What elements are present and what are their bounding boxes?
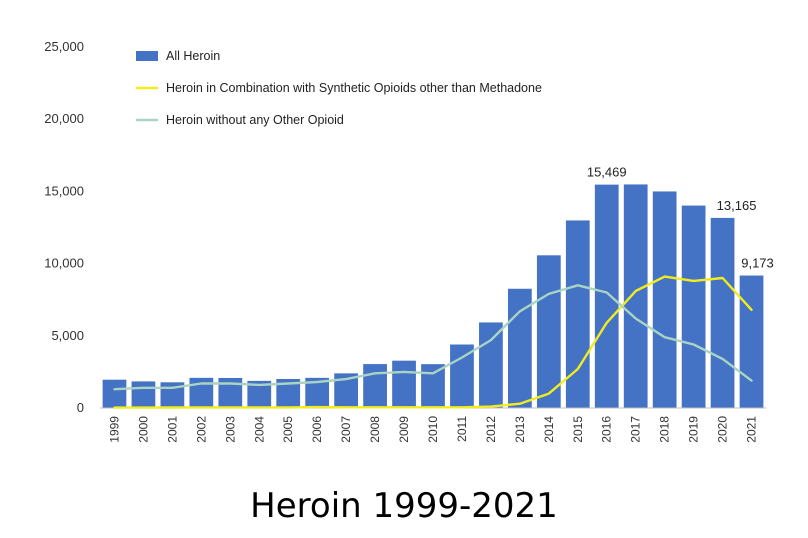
bar xyxy=(681,205,706,408)
x-tick-label: 2010 xyxy=(426,416,440,443)
x-tick-label: 2019 xyxy=(687,416,701,443)
x-tick-label: 2004 xyxy=(252,416,266,443)
chart-title: Heroin 1999-2021 xyxy=(250,486,558,526)
legend: All Heroin Heroin in Combination with Syn… xyxy=(136,49,542,127)
bar xyxy=(392,360,416,408)
bar xyxy=(102,379,127,408)
x-axis: 1999 2000 2001 2002 2003 2004 2005 2006 2007 2008… xyxy=(107,416,758,443)
data-labels: 15,469 13,165 9,173 xyxy=(587,165,774,271)
bar xyxy=(623,184,648,408)
x-tick-label: 2002 xyxy=(194,416,208,443)
bar xyxy=(421,364,445,408)
bar xyxy=(652,191,677,408)
bar xyxy=(363,364,387,408)
x-tick-label: 2007 xyxy=(339,416,353,443)
x-tick-label: 2000 xyxy=(136,416,150,443)
series-line xyxy=(113,284,753,391)
x-tick-label: 2012 xyxy=(484,416,498,443)
y-tick-label: 25,000 xyxy=(44,39,84,54)
x-tick-label: 2009 xyxy=(397,416,411,443)
x-tick-label: 2014 xyxy=(542,416,556,443)
data-label: 13,165 xyxy=(717,198,757,213)
x-tick-label: 2020 xyxy=(716,416,730,443)
bar xyxy=(131,381,156,408)
bar xyxy=(276,378,301,408)
y-tick-label: 15,000 xyxy=(44,183,84,198)
bar xyxy=(594,184,619,408)
x-tick-label: 2017 xyxy=(629,416,643,443)
line-series xyxy=(113,275,753,409)
bar xyxy=(479,322,503,408)
y-axis: 0 5,000 10,000 15,000 20,000 25,000 xyxy=(44,39,84,415)
x-tick-label: 2001 xyxy=(165,416,179,443)
data-label: 9,173 xyxy=(741,256,774,271)
bar xyxy=(450,344,474,408)
series-line xyxy=(113,275,753,409)
y-tick-label: 20,000 xyxy=(44,111,84,126)
x-tick-label: 2016 xyxy=(600,416,614,443)
legend-label: Heroin in Combination with Synthetic Opi… xyxy=(166,81,542,95)
bar xyxy=(218,377,243,408)
y-tick-label: 0 xyxy=(77,400,84,415)
bar xyxy=(710,217,735,408)
bar xyxy=(247,380,272,408)
x-tick-label: 2008 xyxy=(368,416,382,443)
x-tick-label: 2011 xyxy=(455,416,469,442)
x-tick-label: 2018 xyxy=(658,416,672,443)
legend-label: All Heroin xyxy=(166,49,220,63)
x-tick-label: 2013 xyxy=(513,416,527,443)
x-tick-label: 2005 xyxy=(281,416,295,443)
x-tick-label: 2003 xyxy=(223,416,237,443)
bar xyxy=(739,275,764,408)
x-tick-label: 1999 xyxy=(107,416,121,443)
data-label: 15,469 xyxy=(587,165,627,180)
bar xyxy=(334,373,359,408)
x-tick-label: 2015 xyxy=(571,416,585,443)
legend-label: Heroin without any Other Opioid xyxy=(166,113,344,127)
y-tick-label: 5,000 xyxy=(51,328,84,343)
bar xyxy=(536,255,561,408)
x-tick-label: 2021 xyxy=(745,416,759,443)
legend-swatch xyxy=(136,51,158,61)
x-tick-label: 2006 xyxy=(310,416,324,443)
bar xyxy=(565,220,590,408)
bar xyxy=(305,377,330,408)
heroin-chart: 0 5,000 10,000 15,000 20,000 25,000 1999 2000 2… xyxy=(44,39,774,443)
y-tick-label: 10,000 xyxy=(44,256,84,271)
